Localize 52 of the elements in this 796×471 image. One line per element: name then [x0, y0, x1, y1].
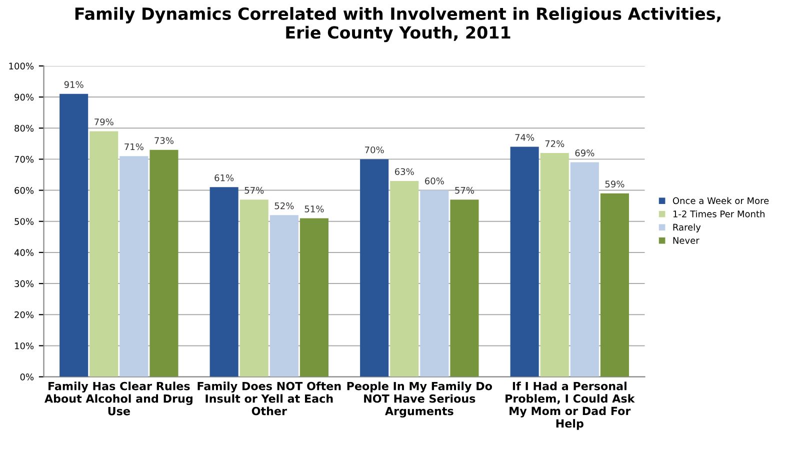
bar — [270, 215, 298, 377]
y-tick-label: 0% — [20, 374, 34, 380]
legend-label: 1-2 Times Per Month — [673, 210, 764, 218]
bar — [540, 152, 569, 377]
bar — [450, 200, 479, 377]
data-label: 60% — [425, 178, 444, 184]
bar — [510, 146, 539, 377]
data-label: 72% — [545, 140, 564, 148]
data-label: 79% — [94, 118, 114, 126]
bar — [60, 94, 88, 377]
bar — [300, 218, 328, 377]
chart-title: Family Dynamics Correlated with Involvement in Religious Activities, Erie County Youth, 2011 — [75, 7, 720, 42]
bar — [150, 150, 178, 377]
x-tick-label: Family Has Clear Rules About Alcohol and Drug Use — [44, 382, 192, 416]
data-label: 74% — [515, 134, 534, 141]
legend-label: Once a Week or More — [672, 197, 769, 204]
x-tick-label: People In My Family Do NOT Have Serious Arguments — [347, 382, 492, 418]
bar — [420, 190, 449, 377]
data-label: 52% — [274, 202, 294, 210]
y-tick-label: 50% — [14, 218, 34, 225]
y-tick-label: 70% — [14, 156, 34, 163]
data-label: 51% — [304, 206, 324, 212]
x-tick-label: If I Had a Personal Problem, I Could Ask My Mom or Dad For Help — [506, 382, 635, 430]
data-label: 73% — [154, 137, 174, 144]
legend-label: Never — [673, 237, 700, 244]
bar — [120, 156, 148, 377]
bar — [240, 200, 268, 377]
bar — [390, 180, 419, 377]
bar — [570, 162, 599, 377]
x-tick-label: Family Does NOT Often Insult or Yell at Each Other — [198, 382, 341, 416]
y-tick-label: 90% — [14, 94, 34, 101]
y-tick-label: 30% — [14, 280, 34, 288]
data-label: 69% — [575, 150, 594, 156]
y-tick-label: 40% — [14, 249, 34, 256]
data-label: 63% — [394, 168, 414, 176]
legend-label: Rarely — [673, 224, 701, 232]
y-tick-label: 100% — [9, 62, 34, 70]
data-label: 57% — [244, 186, 264, 194]
y-tick-label: 20% — [14, 311, 34, 318]
y-tick-label: 80% — [14, 124, 34, 132]
y-tick-label: 60% — [14, 187, 34, 194]
data-label: 71% — [124, 143, 144, 150]
bar — [210, 187, 238, 377]
data-label: 57% — [455, 186, 474, 194]
data-label: 70% — [365, 146, 384, 154]
bar — [600, 193, 629, 377]
data-label: 61% — [214, 174, 234, 182]
data-label: 59% — [605, 180, 624, 188]
data-label: 91% — [64, 81, 84, 88]
y-tick-label: 10% — [14, 342, 34, 350]
bar — [90, 131, 118, 377]
bar — [360, 159, 389, 377]
